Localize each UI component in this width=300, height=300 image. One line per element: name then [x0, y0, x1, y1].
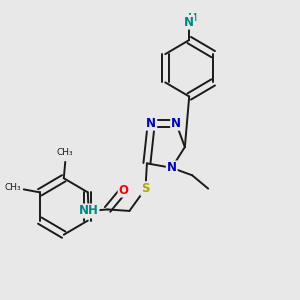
- Text: N: N: [171, 117, 181, 130]
- Text: H: H: [186, 21, 195, 31]
- Text: N: N: [184, 16, 194, 29]
- Text: CH₃: CH₃: [57, 148, 74, 158]
- Text: O: O: [118, 184, 129, 196]
- Text: CH₃: CH₃: [4, 183, 21, 192]
- Text: H: H: [188, 13, 197, 23]
- Text: S: S: [141, 182, 150, 195]
- Text: N: N: [167, 161, 177, 174]
- Text: NH: NH: [79, 204, 98, 218]
- Text: N: N: [146, 117, 156, 130]
